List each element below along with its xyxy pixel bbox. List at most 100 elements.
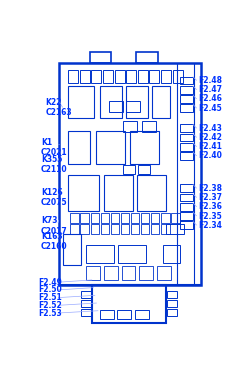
- Bar: [130, 213, 139, 223]
- Bar: [179, 134, 192, 141]
- Bar: [100, 86, 121, 118]
- Bar: [150, 213, 159, 223]
- Bar: [179, 95, 192, 103]
- Bar: [91, 71, 101, 83]
- Bar: [179, 212, 192, 220]
- Bar: [166, 225, 183, 235]
- Bar: [172, 71, 182, 83]
- Bar: [179, 194, 192, 201]
- Bar: [81, 291, 90, 298]
- Bar: [58, 63, 200, 285]
- Bar: [151, 86, 170, 118]
- Text: F2.40: F2.40: [198, 151, 221, 160]
- Bar: [136, 52, 157, 63]
- Bar: [179, 222, 192, 229]
- Bar: [103, 266, 117, 280]
- Bar: [150, 225, 159, 235]
- Bar: [122, 121, 137, 132]
- Bar: [80, 213, 89, 223]
- Bar: [126, 71, 136, 83]
- Bar: [68, 175, 99, 210]
- Bar: [126, 86, 147, 118]
- Bar: [130, 225, 139, 235]
- Text: K126
C2075: K126 C2075: [41, 188, 67, 207]
- Bar: [81, 300, 90, 307]
- Bar: [161, 71, 170, 83]
- Bar: [167, 291, 176, 298]
- Bar: [161, 225, 169, 235]
- Bar: [70, 213, 79, 223]
- Bar: [103, 71, 113, 83]
- Bar: [179, 104, 192, 112]
- Bar: [96, 131, 125, 164]
- Text: F2.50: F2.50: [38, 285, 61, 295]
- Text: F2.34: F2.34: [198, 221, 221, 230]
- Text: F2.49: F2.49: [38, 278, 61, 287]
- Bar: [68, 71, 78, 83]
- Bar: [137, 165, 150, 175]
- Bar: [85, 244, 113, 263]
- Bar: [122, 165, 135, 175]
- Text: F2.45: F2.45: [198, 104, 221, 113]
- Text: F2.48: F2.48: [198, 76, 221, 85]
- Bar: [110, 225, 119, 235]
- Text: F2.37: F2.37: [198, 193, 221, 202]
- Text: K73
C2017: K73 C2017: [41, 216, 67, 236]
- Bar: [100, 225, 109, 235]
- Text: F2.36: F2.36: [198, 202, 221, 211]
- Bar: [120, 213, 129, 223]
- Bar: [130, 131, 159, 164]
- Bar: [179, 185, 192, 192]
- Text: K355
C2110: K355 C2110: [41, 155, 67, 174]
- Bar: [81, 309, 90, 316]
- Text: K163
C2160: K163 C2160: [41, 232, 67, 251]
- Bar: [167, 309, 176, 316]
- Text: F2.52: F2.52: [38, 301, 61, 310]
- Text: F2.53: F2.53: [38, 309, 61, 317]
- Bar: [170, 213, 179, 223]
- Text: F2.47: F2.47: [198, 85, 221, 94]
- Text: F2.42: F2.42: [198, 133, 221, 142]
- Bar: [90, 213, 99, 223]
- Bar: [156, 266, 170, 280]
- Bar: [79, 71, 89, 83]
- Bar: [68, 131, 89, 164]
- Bar: [114, 71, 124, 83]
- Text: F2.35: F2.35: [198, 212, 221, 220]
- Bar: [167, 300, 176, 307]
- Bar: [89, 52, 111, 63]
- Bar: [179, 77, 192, 84]
- Bar: [134, 310, 148, 319]
- Bar: [149, 71, 159, 83]
- Text: K22
C2163: K22 C2163: [45, 98, 72, 117]
- Bar: [110, 213, 119, 223]
- Bar: [70, 225, 79, 235]
- Text: F2.43: F2.43: [198, 124, 221, 133]
- Bar: [179, 203, 192, 210]
- Text: F2.41: F2.41: [198, 142, 221, 151]
- Bar: [179, 143, 192, 151]
- Bar: [120, 225, 129, 235]
- Bar: [103, 175, 133, 210]
- Bar: [100, 213, 109, 223]
- Bar: [163, 244, 180, 263]
- Bar: [137, 71, 147, 83]
- Bar: [179, 125, 192, 132]
- Bar: [100, 310, 113, 319]
- Bar: [62, 234, 81, 264]
- Bar: [179, 152, 192, 160]
- Text: F2.46: F2.46: [198, 94, 221, 104]
- Bar: [68, 86, 94, 118]
- Bar: [80, 225, 89, 235]
- Text: F2.51: F2.51: [38, 293, 61, 302]
- Bar: [126, 101, 140, 112]
- Bar: [161, 213, 169, 223]
- Bar: [140, 225, 149, 235]
- Bar: [179, 86, 192, 94]
- Bar: [121, 266, 135, 280]
- Bar: [141, 121, 155, 132]
- Bar: [85, 266, 100, 280]
- Bar: [109, 101, 122, 112]
- Bar: [118, 244, 146, 263]
- Bar: [137, 175, 166, 210]
